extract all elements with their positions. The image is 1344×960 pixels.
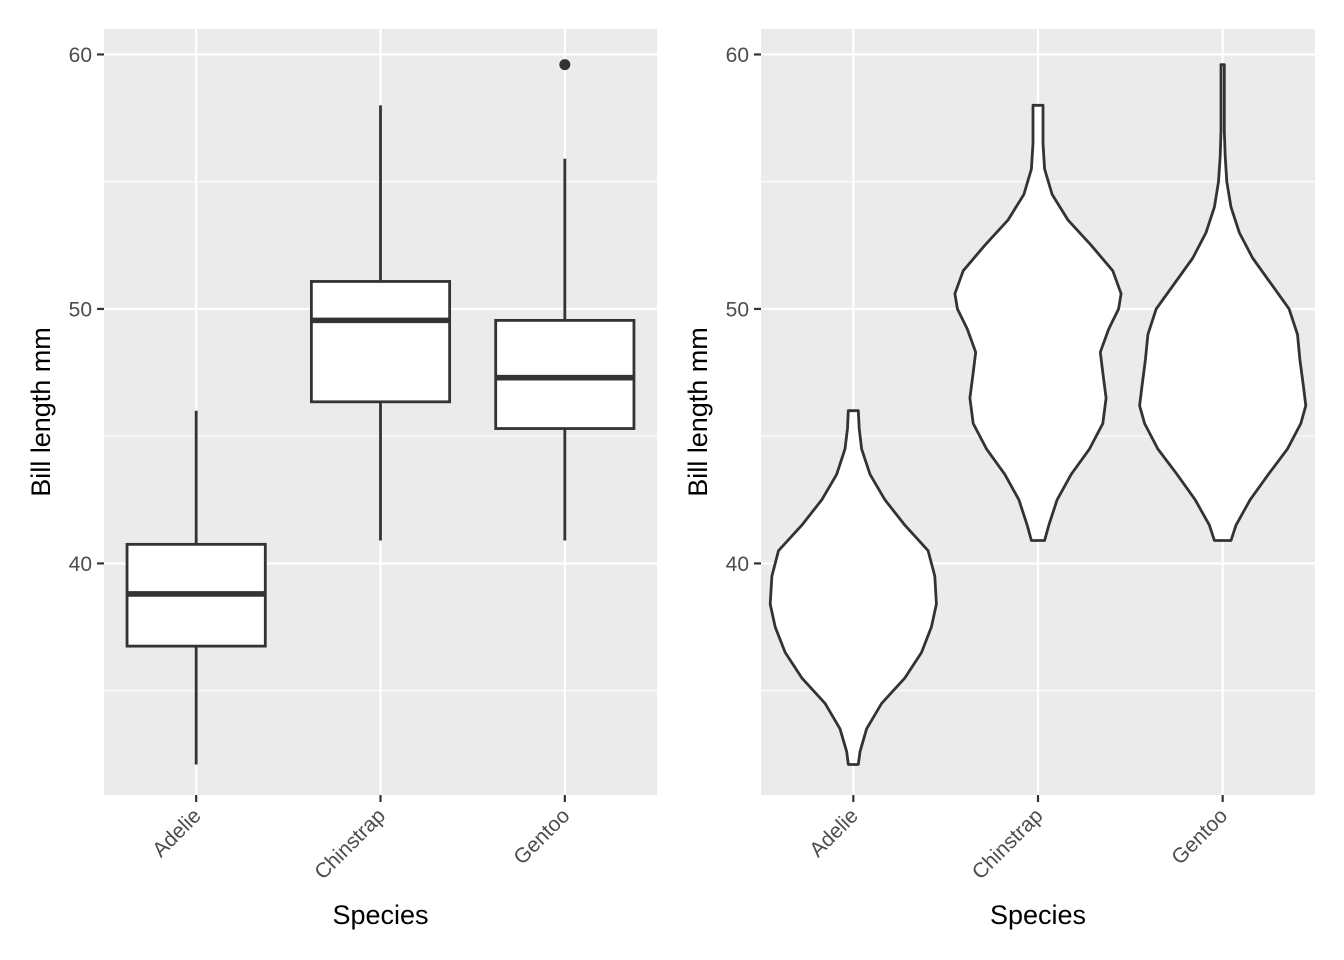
y-axis-title: Bill length mm <box>683 327 713 497</box>
y-tick-label: 60 <box>69 44 92 67</box>
x-tick-label-gentoo: Gentoo <box>1167 804 1232 869</box>
x-tick-label-adelie: Adelie <box>148 804 206 862</box>
y-tick-label: 40 <box>69 553 92 576</box>
violin-gentoo <box>1138 63 1308 542</box>
y-tick-label: 50 <box>69 298 92 321</box>
boxplot-panel: 40 50 60 Adelie Chinstrap Gentoo Species Bill l… <box>26 29 657 930</box>
y-tick-label: 40 <box>726 553 749 576</box>
violin-adelie <box>768 409 938 766</box>
box-gentoo <box>494 318 636 430</box>
x-tick-label-chinstrap: Chinstrap <box>968 804 1048 884</box>
x-tick-label-gentoo: Gentoo <box>509 804 574 869</box>
y-tick-label: 60 <box>726 44 749 67</box>
x-tick-label-chinstrap: Chinstrap <box>310 804 390 884</box>
violin-panel: 40 50 60 Adelie Chinstrap Gentoo Species Bill l… <box>683 29 1315 930</box>
x-tick-label-adelie: Adelie <box>805 804 863 862</box>
box-chinstrap <box>309 280 452 404</box>
outlier-point-gentoo <box>559 59 571 71</box>
x-axis-title: Species <box>990 900 1086 930</box>
y-tick-label: 50 <box>726 298 749 321</box>
violin-chinstrap <box>953 103 1123 542</box>
y-axis-title: Bill length mm <box>26 327 56 497</box>
x-axis-title: Species <box>332 900 428 930</box>
